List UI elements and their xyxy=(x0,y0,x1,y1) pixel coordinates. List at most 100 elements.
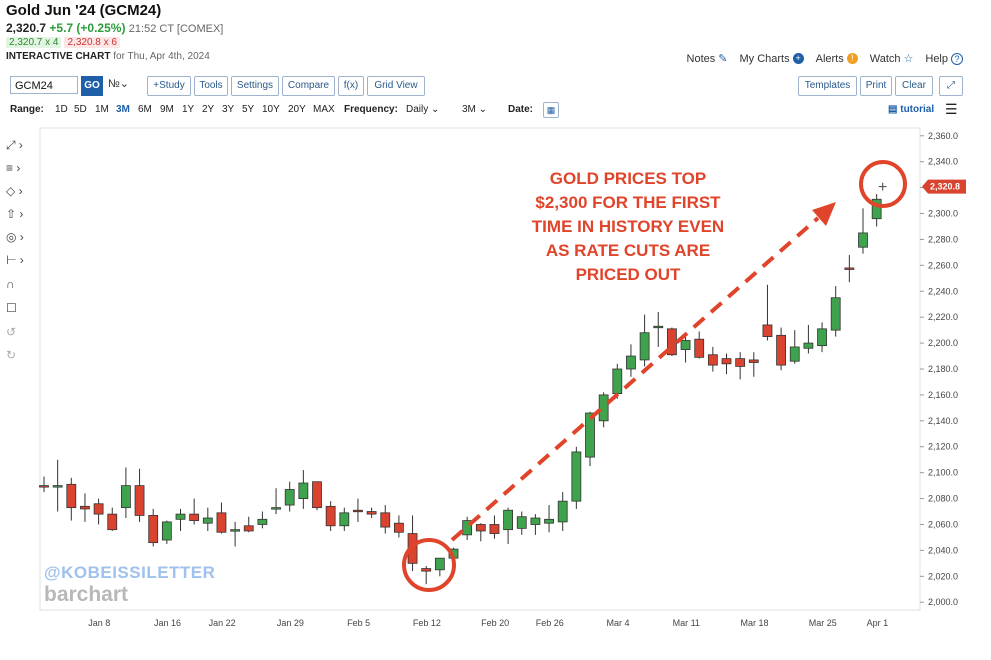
range-6m[interactable]: 6M xyxy=(138,104,152,115)
go-button[interactable]: GO xyxy=(81,76,103,96)
print-button[interactable]: Print xyxy=(860,76,892,96)
candle-body-down xyxy=(721,358,732,365)
chart-toolbar: GCM24 GO №⌄ +Study Tools Settings Compar… xyxy=(10,76,963,98)
candle-body-up xyxy=(680,340,691,350)
frequency-dropdown[interactable]: Daily ⌄ xyxy=(406,104,440,115)
menu-icon[interactable]: ☰ xyxy=(945,101,958,117)
grid-view-button[interactable]: Grid View xyxy=(367,76,425,96)
expand-icon[interactable]: ⤢ xyxy=(939,76,963,96)
bid-badge: 2,320.7 x 4 xyxy=(6,37,62,48)
ic-date: for Thu, Apr 4th, 2024 xyxy=(113,51,210,62)
notes-link[interactable]: Notes ✎ xyxy=(686,52,728,66)
settings-button[interactable]: Settings xyxy=(231,76,279,96)
arrow-tool-icon[interactable]: ⇧ › xyxy=(6,207,24,221)
annotation-overlay: + xyxy=(402,160,907,592)
range-1y[interactable]: 1Y xyxy=(182,104,195,115)
fib-tool-icon[interactable]: ≡ › xyxy=(6,161,21,175)
candle-body-up xyxy=(257,518,268,525)
candle-body-down xyxy=(475,524,486,532)
candle xyxy=(803,324,814,354)
range-1m[interactable]: 1M xyxy=(95,104,109,115)
range-2y[interactable]: 2Y xyxy=(202,104,215,115)
candle-body-down xyxy=(134,485,145,516)
target-tool-icon[interactable]: ◎ › xyxy=(6,230,24,244)
y-tick-label: 2,020.0 xyxy=(928,571,958,581)
candle-body-up xyxy=(871,198,882,220)
pencil-icon: ✎ xyxy=(718,53,728,65)
candle-body-down xyxy=(107,513,118,531)
candle xyxy=(230,521,241,547)
study-button[interactable]: +Study xyxy=(147,76,191,96)
lock-icon[interactable]: ☐ xyxy=(6,301,17,315)
range-9m[interactable]: 9M xyxy=(160,104,174,115)
date-label: Date: xyxy=(508,104,534,115)
candle xyxy=(871,194,882,227)
range-5y[interactable]: 5Y xyxy=(242,104,255,115)
y-tick-label: 2,000.0 xyxy=(928,597,958,607)
tools-button[interactable]: Tools xyxy=(194,76,228,96)
last-price-tag: 2,320.8 xyxy=(922,179,966,194)
candle-body-down xyxy=(93,503,104,515)
x-tick-label: Jan 29 xyxy=(277,618,304,628)
magnet-icon[interactable]: ∩ xyxy=(6,277,15,291)
range-3m[interactable]: 3M xyxy=(116,104,130,115)
help-link[interactable]: Help? xyxy=(925,52,963,65)
candle xyxy=(830,286,841,337)
candle xyxy=(748,352,759,377)
my-charts-link[interactable]: My Charts + xyxy=(739,52,804,65)
period-dropdown[interactable]: 3M ⌄ xyxy=(462,104,488,115)
line-tool-icon[interactable]: ⤢ › xyxy=(6,138,23,152)
candle-body-down xyxy=(216,512,227,533)
y-tick-label: 2,060.0 xyxy=(928,519,958,529)
alerts-link[interactable]: Alerts! xyxy=(816,52,858,65)
candle xyxy=(312,481,322,511)
candle-body-up xyxy=(626,355,636,370)
candle-body-down xyxy=(748,359,759,363)
chart-style-dropdown[interactable]: №⌄ xyxy=(108,78,130,90)
candle xyxy=(257,511,268,529)
compare-button[interactable]: Compare xyxy=(282,76,335,96)
range-max[interactable]: MAX xyxy=(313,104,335,115)
templates-button[interactable]: Templates xyxy=(798,76,857,96)
candle xyxy=(694,331,705,359)
tutorial-link[interactable]: ▤ tutorial xyxy=(888,104,935,115)
kobeissi-watermark: @KOBEISSILETTER xyxy=(44,563,216,582)
candle xyxy=(735,352,746,380)
candle-body-up xyxy=(653,325,664,329)
range-20y[interactable]: 20Y xyxy=(288,104,306,115)
shape-tool-icon[interactable]: ◇ › xyxy=(6,184,23,198)
calendar-icon[interactable]: ▦ xyxy=(543,102,559,118)
y-tick-label: 2,080.0 xyxy=(928,494,958,504)
symbol-input[interactable]: GCM24 xyxy=(10,76,78,94)
watch-link[interactable]: Watch ☆ xyxy=(869,52,914,66)
clear-button[interactable]: Clear xyxy=(895,76,933,96)
range-10y[interactable]: 10Y xyxy=(262,104,280,115)
measure-tool-icon[interactable]: ⊢ › xyxy=(6,253,24,267)
fx-button[interactable]: f(x) xyxy=(338,76,364,96)
y-tick-label: 2,140.0 xyxy=(928,416,958,426)
candle-body-up xyxy=(639,332,650,361)
x-tick-label: Feb 26 xyxy=(536,618,564,628)
candle-body-up xyxy=(571,451,582,502)
annotation-line: PRICED OUT xyxy=(575,265,681,284)
range-1d[interactable]: 1D xyxy=(55,104,68,115)
y-tick-label: 2,240.0 xyxy=(928,286,958,296)
annotation-line: TIME IN HISTORY EVEN xyxy=(531,217,725,236)
y-tick-label: 2,300.0 xyxy=(928,209,958,219)
x-tick-label: Apr 1 xyxy=(867,618,889,628)
y-tick-label: 2,340.0 xyxy=(928,157,958,167)
candle-body-up xyxy=(858,232,868,248)
candle xyxy=(762,284,773,341)
range-3y[interactable]: 3Y xyxy=(222,104,235,115)
undo-icon[interactable]: ↺ xyxy=(6,325,17,339)
range-5d[interactable]: 5D xyxy=(74,104,87,115)
candle xyxy=(680,332,691,363)
candle-body-up xyxy=(462,520,473,536)
candle xyxy=(789,330,800,364)
candle-body-up xyxy=(503,509,514,531)
x-tick-label: Feb 20 xyxy=(481,618,509,628)
candle xyxy=(598,392,609,428)
redo-icon[interactable]: ↻ xyxy=(6,348,17,362)
candle-body-up xyxy=(230,529,241,532)
